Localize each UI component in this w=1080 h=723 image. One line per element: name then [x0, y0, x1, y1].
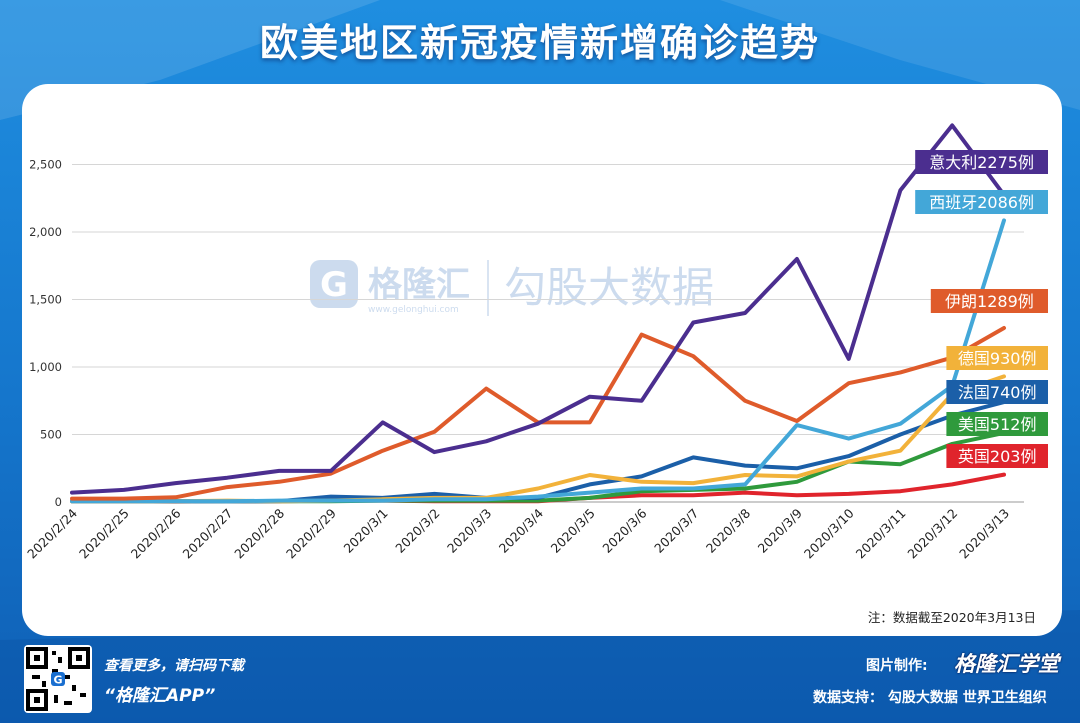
series-label-box-法国 [946, 380, 1048, 404]
series-label-美国: 美国512例 [958, 415, 1037, 434]
x-tick-label: 2020/2/27 [180, 506, 236, 562]
x-tick-label: 2020/2/24 [24, 505, 80, 561]
x-tick-label: 2020/3/13 [956, 506, 1012, 562]
watermark-logo-icon [310, 260, 358, 308]
chart-note: 注：数据截至2020年3月13日 [868, 610, 1036, 625]
made-by-label: 图片制作: [866, 658, 928, 674]
x-tick-label: 2020/3/9 [755, 505, 805, 555]
qr-code-icon: G [26, 647, 90, 711]
y-tick-label: 0 [55, 495, 62, 509]
series-line-伊朗 [70, 326, 1006, 501]
series-label-box-意大利 [915, 150, 1048, 174]
x-tick-label: 2020/3/3 [444, 506, 494, 556]
scan-text: 查看更多，请扫码下载 [104, 658, 244, 674]
svg-text:G: G [320, 265, 348, 305]
x-tick-label: 2020/3/7 [651, 506, 701, 556]
line-chart: G 格隆汇 www.gelonghui.com 勾股大数据 0 500 1,000 1… [24, 123, 1048, 625]
x-tick-label: 2020/3/2 [392, 506, 442, 556]
series-label-英国: 英国203例 [958, 447, 1037, 466]
x-tick-label: 2020/3/12 [904, 506, 960, 562]
x-tick-label: 2020/2/26 [128, 505, 184, 561]
series-label-box-美国 [946, 412, 1048, 436]
series-lines [70, 123, 1006, 504]
x-tick-label: 2020/2/29 [283, 505, 339, 561]
series-line-德国 [70, 374, 1006, 504]
svg-text:G: G [53, 674, 62, 687]
y-tick-label: 1,000 [29, 360, 62, 374]
y-axis: 0 500 1,000 1,500 2,000 2,500 [29, 158, 62, 510]
watermark-source: 勾股大数据 [504, 263, 714, 312]
x-tick-label: 2020/3/11 [853, 506, 909, 562]
x-tick-label: 2020/3/4 [496, 505, 546, 555]
series-label-意大利: 意大利2275例 [929, 153, 1034, 172]
watermark-brand: 格隆汇 [368, 265, 470, 305]
brand-name: 格隆汇学堂 [954, 652, 1059, 676]
series-line-意大利 [70, 123, 1006, 495]
y-tick-label: 2,000 [29, 225, 62, 239]
x-tick-label: 2020/2/28 [231, 505, 287, 561]
data-support: 数据支持： 勾股大数据 世界卫生组织 [813, 690, 1047, 706]
series-label-德国: 德国930例 [958, 349, 1037, 368]
x-tick-label: 2020/3/10 [801, 505, 857, 561]
watermark-url: www.gelonghui.com [368, 305, 459, 315]
series-labels: 意大利2275例西班牙2086例伊朗1289例德国930例法国740例美国512… [915, 150, 1048, 468]
grid [72, 164, 1024, 503]
x-axis: 2020/2/242020/2/252020/2/262020/2/272020… [24, 505, 1012, 561]
series-label-box-西班牙 [915, 190, 1048, 214]
chart-card: G 格隆汇 www.gelonghui.com 勾股大数据 0 500 1,000 1… [22, 84, 1062, 636]
x-tick-label: 2020/2/25 [76, 506, 132, 562]
series-label-box-伊朗 [930, 289, 1048, 313]
series-label-box-德国 [946, 346, 1048, 370]
series-label-西班牙: 西班牙2086例 [929, 193, 1034, 212]
y-tick-label: 2,500 [29, 158, 62, 172]
x-tick-label: 2020/3/6 [599, 505, 649, 555]
y-tick-label: 500 [40, 428, 62, 442]
x-tick-label: 2020/3/5 [548, 506, 598, 556]
qr-code[interactable]: G [24, 645, 92, 713]
x-tick-label: 2020/3/8 [703, 505, 753, 555]
x-tick-label: 2020/3/1 [340, 506, 390, 556]
series-line-法国 [70, 400, 1006, 504]
watermark: G 格隆汇 www.gelonghui.com 勾股大数据 [310, 260, 714, 316]
series-label-伊朗: 伊朗1289例 [945, 292, 1034, 311]
app-name: “格隆汇APP” [104, 686, 216, 706]
page-title: 欧美地区新冠疫情新增确诊趋势 [259, 21, 820, 65]
series-label-box-英国 [946, 444, 1048, 468]
series-label-法国: 法国740例 [958, 383, 1037, 402]
y-tick-label: 1,500 [29, 293, 62, 307]
series-line-西班牙 [70, 218, 1006, 504]
